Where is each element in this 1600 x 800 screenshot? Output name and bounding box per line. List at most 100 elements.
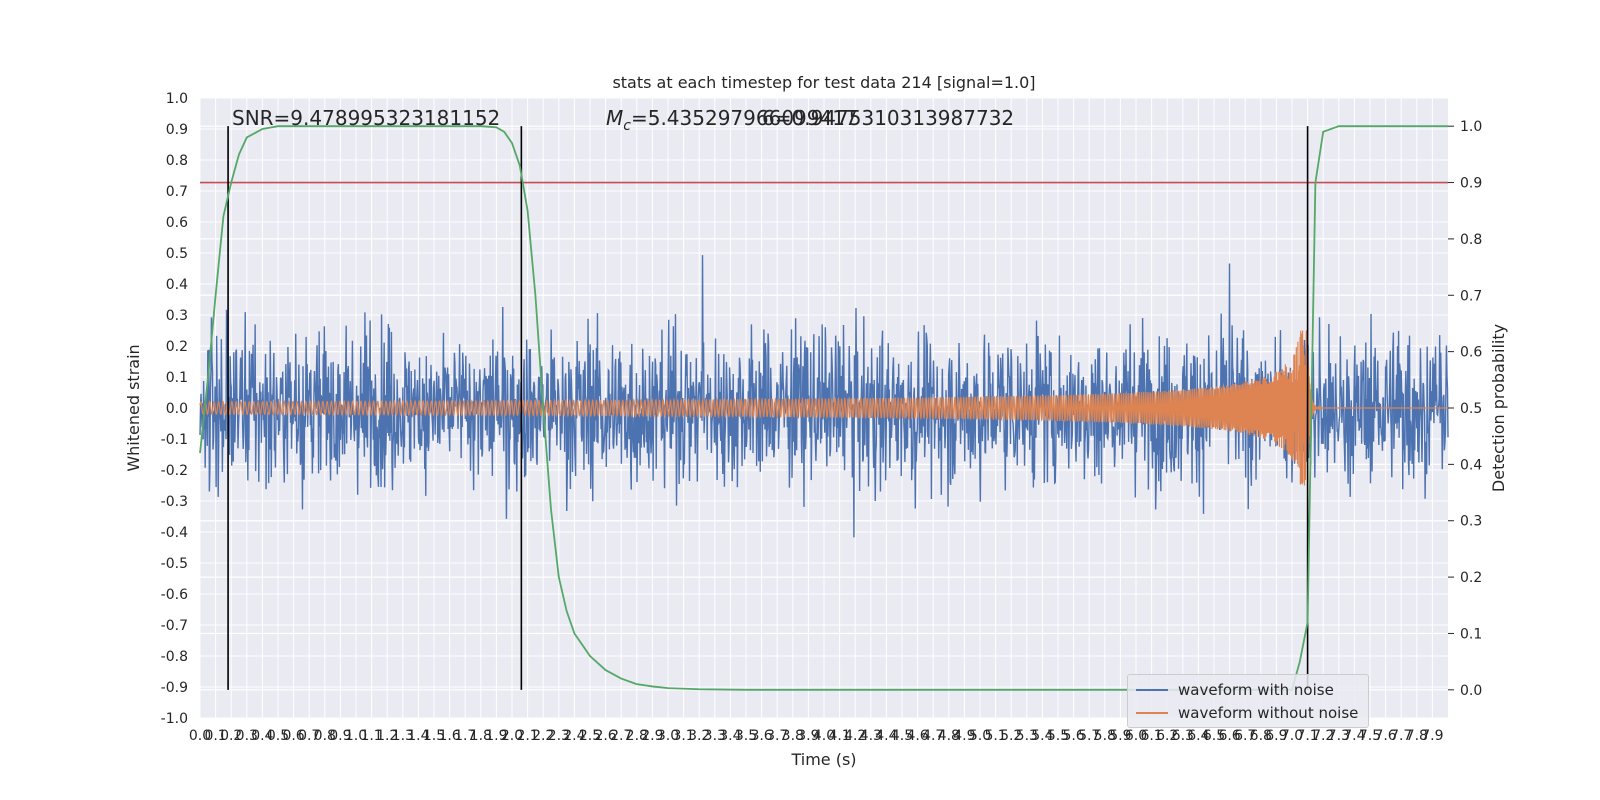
x-tick-label: 4.5 (891, 728, 913, 744)
y-left-tick-label: 0.7 (166, 184, 188, 200)
y-right-tick-label: 0.1 (1460, 626, 1482, 642)
clean-waveform-line (199, 330, 1448, 486)
x-tick-label: 4.3 (860, 728, 882, 744)
x-tick-label: 4.1 (828, 728, 850, 744)
y-right-tick-label: 1.0 (1460, 119, 1482, 135)
x-tick-label: 2.5 (579, 728, 601, 744)
x-tick-label: 1.6 (438, 728, 460, 744)
x-tick-label: 1.1 (360, 728, 382, 744)
x-tick-label: 2.3 (548, 728, 570, 744)
x-tick-label: 7.0 (1281, 728, 1303, 744)
chart-title: stats at each timestep for test data 214… (612, 73, 1035, 92)
y-left-tick-label: -0.8 (161, 649, 188, 665)
y-left-tick-label: 0.6 (166, 215, 188, 231)
x-tick-label: 7.3 (1328, 728, 1350, 744)
y-left-tick-label: 0.9 (166, 122, 188, 138)
x-tick-label: 5.1 (984, 728, 1006, 744)
y-right-tick-label: 0.2 (1460, 570, 1482, 586)
x-axis-ticks: 0.00.10.20.30.40.50.60.70.80.91.01.11.21… (189, 728, 1444, 744)
x-tick-label: 6.0 (1125, 728, 1147, 744)
x-tick-label: 1.0 (345, 728, 367, 744)
x-tick-label: 2.9 (641, 728, 663, 744)
overlay-lines (200, 126, 1448, 690)
x-tick-label: 0.7 (298, 728, 320, 744)
x-tick-label: 2.1 (516, 728, 538, 744)
y-left-tick-label: 0.4 (166, 277, 188, 293)
x-tick-label: 2.4 (563, 728, 585, 744)
y-right-tick-label: 0.8 (1460, 232, 1482, 248)
x-tick-label: 4.7 (922, 728, 944, 744)
y-axis-right-ticks: 0.0 0.1 0.2 0.3 0.4 0.5 0.6 0.7 0.8 0.9 1.0 (1448, 119, 1482, 699)
y-left-tick-label: -0.6 (161, 587, 188, 603)
chirp-mass-symbol: M (606, 106, 623, 130)
x-tick-label: 3.2 (688, 728, 710, 744)
x-tick-label: 5.2 (1000, 728, 1022, 744)
legend-swatch-noise (1136, 689, 1168, 691)
x-tick-label: 0.2 (220, 728, 242, 744)
x-tick-label: 7.4 (1343, 728, 1365, 744)
x-tick-label: 4.2 (844, 728, 866, 744)
x-tick-label: 1.7 (454, 728, 476, 744)
legend-label-clean: waveform without noise (1178, 704, 1359, 722)
x-tick-label: 2.8 (626, 728, 648, 744)
x-tick-label: 3.5 (735, 728, 757, 744)
x-tick-label: 0.6 (282, 728, 304, 744)
y-right-tick-label: 0.7 (1460, 288, 1482, 304)
legend-item-clean: waveform without noise (1136, 703, 1358, 723)
x-tick-label: 5.5 (1047, 728, 1069, 744)
y-axis-right-label: Detection probability (1489, 324, 1508, 492)
x-tick-label: 3.6 (750, 728, 772, 744)
x-tick-label: 0.9 (329, 728, 351, 744)
x-tick-label: 1.9 (485, 728, 507, 744)
x-tick-label: 4.8 (938, 728, 960, 744)
x-tick-label: 3.7 (766, 728, 788, 744)
y-left-tick-label: 0.0 (166, 401, 188, 417)
x-tick-label: 0.4 (251, 728, 273, 744)
series-waveform-without-noise (199, 330, 1448, 486)
y-axis-left-ticks: -1.0 -0.9 -0.8 -0.7 -0.6 -0.5 -0.4 -0.3 -0.2 -0.1… (161, 91, 188, 727)
x-tick-label: 5.4 (1031, 728, 1053, 744)
x-tick-label: 4.0 (813, 728, 835, 744)
x-tick-label: 7.2 (1312, 728, 1334, 744)
x-tick-label: 1.8 (470, 728, 492, 744)
x-tick-label: 6.8 (1250, 728, 1272, 744)
y-right-tick-label: 0.5 (1460, 401, 1482, 417)
x-tick-label: 7.7 (1390, 728, 1412, 744)
x-tick-label: 2.2 (532, 728, 554, 744)
y-left-tick-label: -0.1 (161, 432, 188, 448)
legend-item-noise: waveform with noise (1136, 680, 1334, 700)
x-tick-label: 0.1 (204, 728, 226, 744)
x-tick-label: 5.3 (1016, 728, 1038, 744)
y-right-tick-label: 0.9 (1460, 176, 1482, 192)
x-axis-label: Time (s) (790, 750, 856, 769)
x-tick-label: 1.2 (376, 728, 398, 744)
x-tick-label: 7.8 (1406, 728, 1428, 744)
y-left-tick-label: -1.0 (161, 711, 188, 727)
x-tick-label: 6.9 (1265, 728, 1287, 744)
legend: waveform with noise waveform without noi… (1127, 674, 1369, 728)
y-left-tick-label: -0.7 (161, 618, 188, 634)
x-tick-label: 5.6 (1062, 728, 1084, 744)
y-left-tick-label: -0.2 (161, 463, 188, 479)
x-tick-label: 2.7 (610, 728, 632, 744)
x-tick-label: 2.6 (594, 728, 616, 744)
legend-label-noise: waveform with noise (1178, 681, 1334, 699)
y-left-tick-label: -0.5 (161, 556, 188, 572)
y-right-tick-label: 0.4 (1460, 457, 1482, 473)
x-tick-label: 5.0 (969, 728, 991, 744)
x-tick-label: 1.3 (392, 728, 414, 744)
y-axis-left-label: Whitened strain (124, 344, 143, 471)
chirp-mass-value: =5.435297966099417 (631, 106, 858, 130)
y-left-tick-label: 1.0 (166, 91, 188, 107)
y-left-tick-label: 0.3 (166, 308, 188, 324)
x-tick-label: 0.0 (189, 728, 211, 744)
x-tick-label: 6.2 (1156, 728, 1178, 744)
x-tick-label: 6.4 (1187, 728, 1209, 744)
y-right-tick-label: 0.0 (1460, 683, 1482, 699)
x-tick-label: 7.9 (1421, 728, 1443, 744)
x-tick-label: 7.6 (1374, 728, 1396, 744)
x-tick-label: 3.1 (672, 728, 694, 744)
y-left-tick-label: -0.4 (161, 525, 188, 541)
y-left-tick-label: 0.2 (166, 339, 188, 355)
